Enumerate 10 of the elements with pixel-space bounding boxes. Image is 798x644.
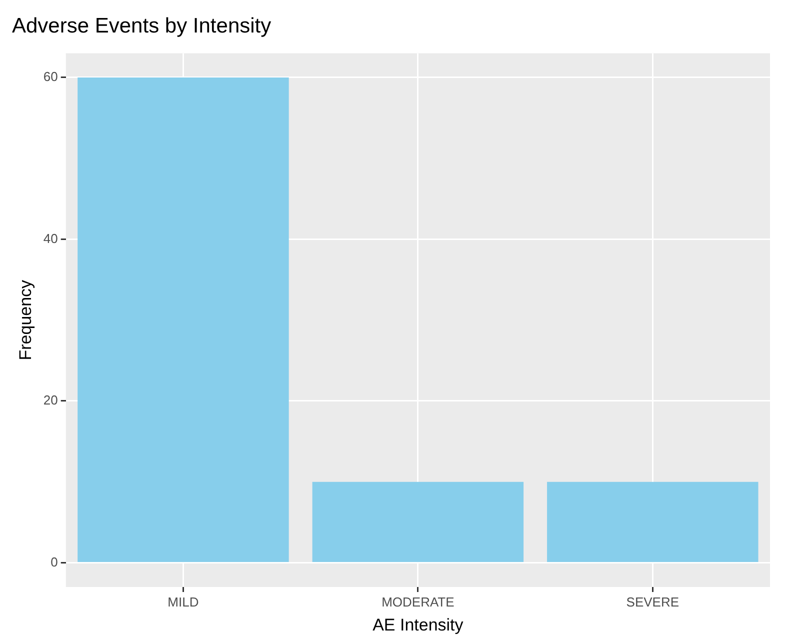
y-tick-label: 20 [43,392,58,408]
chart-title: Adverse Events by Intensity [12,14,272,38]
y-tick-label: 40 [43,230,58,246]
y-tick-label: 60 [43,69,58,84]
y-tick-label: 0 [50,554,58,570]
x-axis-title: AE Intensity [372,615,464,634]
x-tick-label: SEVERE [626,594,680,610]
x-tick-label: MILD [168,594,199,610]
x-tick-label: MODERATE [382,594,455,610]
y-axis-title: Frequency [16,279,35,360]
